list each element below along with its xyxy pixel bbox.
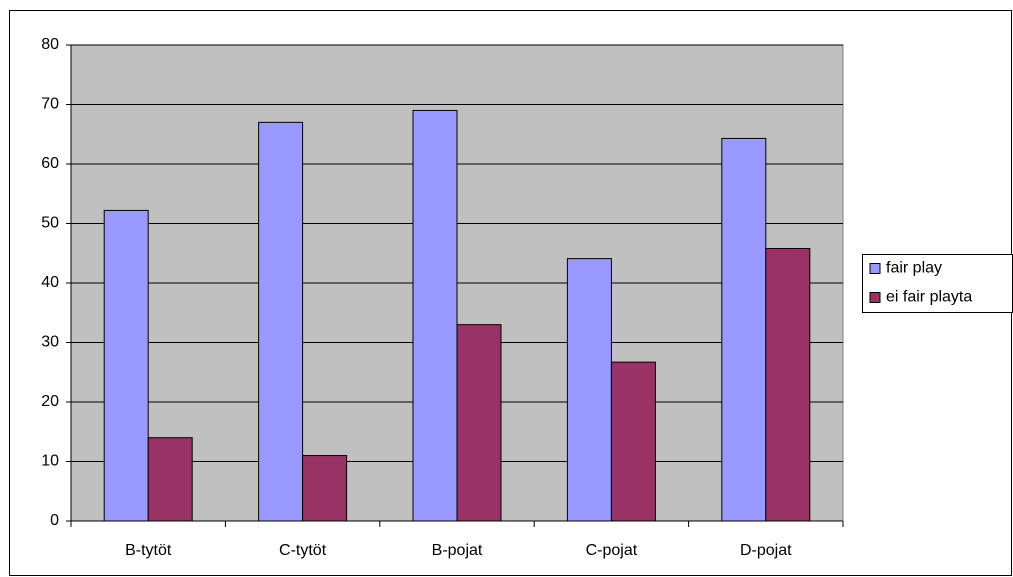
legend-swatch xyxy=(869,263,881,274)
bar xyxy=(765,247,811,522)
bar xyxy=(302,455,348,522)
y-tick-label: 40 xyxy=(41,274,59,291)
legend-swatch xyxy=(869,292,881,303)
bar xyxy=(103,209,149,522)
bar xyxy=(412,109,458,522)
bar xyxy=(258,121,304,522)
y-tick-label: 80 xyxy=(41,36,59,53)
bar xyxy=(456,324,502,522)
legend-label: fair play xyxy=(886,260,942,277)
x-tick-label: B-tytöt xyxy=(125,542,172,559)
legend-box xyxy=(862,254,1013,313)
x-tick-label: C-pojat xyxy=(586,542,638,559)
y-tick-label: 30 xyxy=(41,334,59,351)
bar xyxy=(721,137,767,522)
legend-label: ei fair playta xyxy=(886,289,972,306)
y-tick-label: 20 xyxy=(41,393,59,410)
x-tick-label: B-pojat xyxy=(432,542,483,559)
x-tick-label: D-pojat xyxy=(740,542,792,559)
x-tick-label: C-tytöt xyxy=(279,542,327,559)
y-tick-label: 60 xyxy=(41,155,59,172)
bar xyxy=(147,437,193,522)
y-tick-label: 10 xyxy=(41,453,59,470)
y-tick-label: 70 xyxy=(41,96,59,113)
bar xyxy=(566,258,612,522)
y-tick-label: 50 xyxy=(41,215,59,232)
bar xyxy=(610,361,656,522)
y-tick-label: 0 xyxy=(50,512,59,529)
